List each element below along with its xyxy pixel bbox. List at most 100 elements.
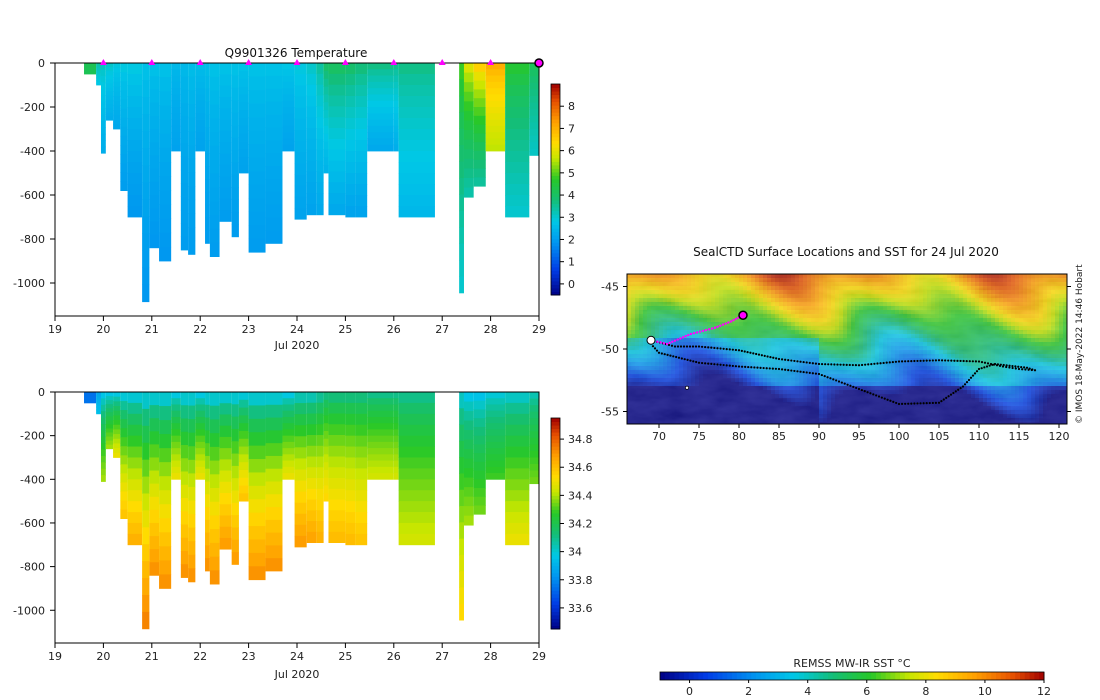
profile-cell (171, 416, 181, 424)
profile (328, 392, 346, 543)
surface-marker (487, 59, 495, 65)
colorbar-cell (551, 119, 560, 124)
profile-cell (84, 402, 97, 404)
profile (209, 392, 220, 585)
profile-cell (345, 522, 356, 535)
profile-cell (485, 88, 506, 95)
profile-cell (463, 496, 474, 507)
profile-cell (127, 457, 143, 469)
salinity-panel: 19 20 21 22 23 24 25 26 27 28 29 0-200-400-600-800… (13, 386, 592, 681)
profile-cell (231, 453, 239, 467)
profile-cell (142, 267, 150, 286)
profile-cell (282, 466, 295, 474)
colorbar-cell (551, 122, 560, 127)
profile-cell (529, 450, 539, 458)
profile-cell (142, 459, 150, 477)
profile-cell (149, 102, 160, 117)
profile (345, 63, 356, 218)
profile-cell (282, 69, 295, 76)
profile-cell (105, 116, 114, 121)
profile-cell (205, 153, 210, 167)
profile-cell (180, 392, 189, 406)
profile-cell (142, 425, 150, 444)
colorbar-cell (551, 555, 560, 560)
profile-cell (113, 96, 121, 102)
profile-cell (238, 477, 249, 486)
profile-cell (84, 65, 97, 67)
profile-cell (294, 118, 307, 131)
profile-cell (463, 187, 474, 198)
profile-cell (398, 151, 435, 163)
profile-cell (231, 75, 239, 89)
colorbar-cell (551, 214, 560, 219)
profile-cell (127, 74, 143, 86)
profile-cell (282, 125, 295, 133)
profile-cell (100, 120, 106, 128)
profile-cell (188, 104, 196, 119)
profile-cell (188, 186, 196, 201)
profile (473, 63, 486, 187)
profile-cell (355, 206, 368, 218)
profile (171, 63, 181, 152)
colorbar-cell (551, 252, 560, 257)
profile (398, 63, 435, 218)
profile-cell (345, 206, 356, 218)
profile-cell (355, 85, 368, 97)
profile-cell (265, 392, 283, 406)
profile-cell (367, 132, 394, 139)
profile-cell (120, 401, 128, 411)
profile-cell (328, 402, 346, 414)
profile-cell (127, 446, 143, 458)
profile-cell (398, 446, 435, 458)
profile-cell (485, 454, 506, 461)
profile-cell (282, 404, 295, 412)
colorbar-cell (551, 572, 560, 577)
profile-cell (463, 91, 474, 102)
profile-cell (219, 459, 232, 471)
profile-cell (265, 481, 283, 495)
profile-cell (316, 456, 324, 468)
profile-cell (473, 124, 486, 134)
profile-cell (485, 473, 506, 480)
profile-cell (171, 441, 181, 449)
colorbar-cell (551, 421, 560, 426)
profile-cell (171, 75, 181, 83)
profile-cell (96, 392, 101, 394)
profile-cell (209, 446, 220, 461)
profile-cell (398, 413, 435, 426)
colorbar-cell (551, 178, 560, 183)
x-tick-label: 20 (96, 323, 110, 336)
profile-cell (96, 401, 101, 404)
profile-cell (282, 113, 295, 120)
profile-cell (459, 112, 464, 130)
profile-cell (328, 435, 346, 447)
profile-cell (398, 490, 435, 502)
profile-cell (294, 524, 307, 537)
profile-cell (159, 490, 172, 505)
profile-cell (529, 437, 539, 445)
profile-cell (294, 447, 307, 459)
profile-cell (113, 100, 121, 106)
profile-cell (459, 128, 464, 146)
profile-cell (209, 145, 220, 161)
profile-cell (294, 436, 307, 448)
profile-cell (459, 571, 464, 588)
profile-cell (127, 118, 143, 130)
profile-cell (345, 162, 356, 174)
profile-cell (238, 141, 249, 150)
surface-marker (196, 59, 204, 65)
profile-cell (113, 406, 121, 412)
profile-cell (282, 63, 295, 70)
profile-cell (142, 527, 150, 545)
profile (485, 63, 506, 152)
profile-cell (219, 504, 232, 516)
profile-cell (188, 199, 196, 214)
profile-cell (393, 132, 399, 139)
profile-cell (505, 424, 530, 437)
profile-cell (127, 402, 143, 415)
profile-cell (398, 173, 435, 185)
colorbar-cell (551, 537, 560, 542)
profile (180, 392, 189, 578)
profile-cell (459, 260, 464, 277)
colorbar-cell (551, 189, 560, 194)
